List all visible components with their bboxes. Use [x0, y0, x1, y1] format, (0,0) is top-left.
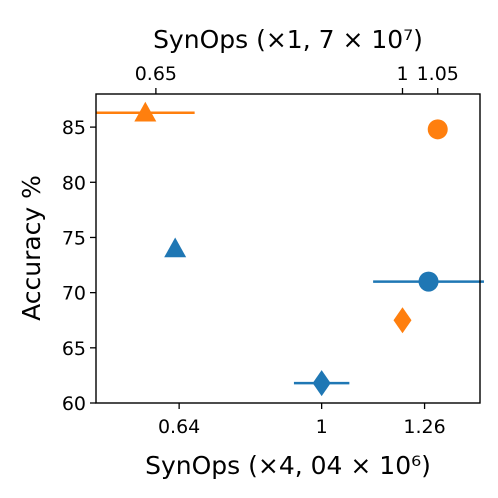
- blue-circle-point: [418, 271, 439, 292]
- plot-frame: [95, 93, 481, 404]
- blue-diamond-point: [312, 370, 331, 397]
- top-x-axis-title: SynOps (×1, 7 × 10⁷): [153, 25, 423, 54]
- orange-diamond-point: [393, 307, 412, 334]
- bottom-x-tick-label: 0.64: [158, 416, 200, 438]
- bottom-x-tick-label: 1: [316, 416, 328, 438]
- bottom-x-axis-title: SynOps (×4, 04 × 10⁶): [145, 451, 431, 480]
- y-tick-label: 65: [62, 338, 86, 360]
- y-tick-label: 80: [62, 172, 86, 194]
- top-x-tick-label: 0.65: [135, 63, 177, 85]
- plot-marks: [96, 101, 484, 397]
- blue-triangle-point: [164, 237, 187, 258]
- y-tick-label: 60: [62, 393, 86, 415]
- top-x-tick-label: 1.05: [417, 63, 459, 85]
- y-axis-title: Accuracy %: [17, 175, 46, 321]
- y-tick-label: 85: [62, 117, 86, 139]
- orange-circle-point: [427, 119, 448, 140]
- orange-triangle-point: [134, 101, 157, 122]
- bottom-x-tick-label: 1.26: [403, 416, 445, 438]
- top-x-tick-label: 1: [396, 63, 408, 85]
- y-tick-label: 70: [62, 283, 86, 305]
- axis-ticks: 60 65 70 75 80 85 0.64 1 1.26 0.65 1 1.05: [62, 63, 459, 438]
- y-tick-label: 75: [62, 227, 86, 249]
